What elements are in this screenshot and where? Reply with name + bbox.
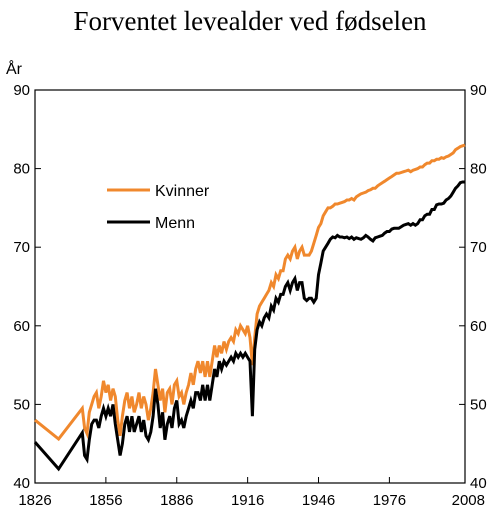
y-axis-label: År (6, 59, 23, 78)
y-tick-label-right: 70 (470, 239, 487, 256)
y-tick-label-left: 80 (13, 161, 30, 178)
axis-ticks: 40 40 50 50 60 60 70 70 80 80 90 90 1826 1856 1886 1916… (13, 82, 486, 509)
chart-title: Forventet levealder ved fødselen (73, 6, 427, 36)
series-line-1 (33, 180, 465, 472)
legend: Kvinner Menn (107, 183, 210, 232)
x-tick-label: 1976 (373, 492, 406, 509)
x-tick-label: 1946 (302, 492, 335, 509)
legend-label-1: Menn (155, 215, 195, 232)
y-tick-label-right: 60 (470, 318, 487, 335)
y-tick-label-left: 50 (13, 396, 30, 413)
y-tick-label-right: 50 (470, 396, 487, 413)
series-lines (33, 143, 466, 472)
x-tick-label: 2008 (452, 492, 485, 509)
y-tick-label-right: 80 (470, 161, 487, 178)
x-tick-label: 1826 (18, 492, 51, 509)
x-tick-label: 1886 (160, 492, 193, 509)
legend-label-0: Kvinner (155, 183, 210, 200)
y-tick-label-left: 60 (13, 318, 30, 335)
plot-area-frame (34, 89, 466, 484)
y-tick-label-left: 70 (13, 239, 30, 256)
series-line-0 (34, 143, 466, 442)
y-tick-label-left: 40 (13, 475, 30, 492)
y-tick-label-right: 90 (470, 82, 487, 99)
y-tick-label-right: 40 (470, 475, 487, 492)
x-tick-label: 1856 (89, 492, 122, 509)
x-tick-label: 1916 (231, 492, 264, 509)
y-tick-label-left: 90 (13, 82, 30, 99)
